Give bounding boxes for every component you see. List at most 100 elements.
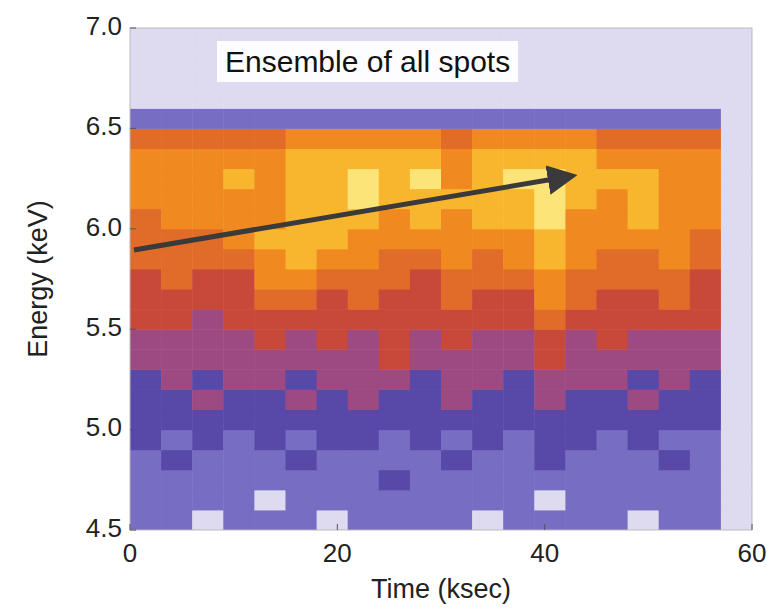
heat-cell — [597, 128, 629, 149]
heat-cell — [503, 329, 535, 350]
heat-cell — [410, 349, 442, 370]
heat-cell — [659, 209, 691, 230]
heat-cell — [628, 309, 660, 330]
heat-cell — [379, 169, 411, 190]
heat-cell — [597, 48, 629, 69]
heat-cell — [503, 189, 535, 210]
heat-cell — [659, 329, 691, 350]
heat-cell — [379, 289, 411, 310]
heat-cell — [161, 349, 193, 370]
heat-cell — [597, 490, 629, 511]
heat-cell — [286, 148, 318, 169]
heat-cell — [565, 28, 597, 49]
heat-cell — [161, 269, 193, 290]
heat-cell — [721, 410, 752, 431]
heat-cell — [192, 209, 224, 230]
heat-cell — [130, 490, 162, 511]
heat-cell — [317, 229, 349, 250]
heat-cell — [503, 289, 535, 310]
heat-cell — [659, 108, 691, 129]
heat-cell — [721, 470, 752, 491]
y-tick-label: 5.5 — [86, 312, 122, 342]
heat-cell — [317, 430, 349, 451]
heat-cell — [503, 510, 535, 530]
heat-cell — [192, 269, 224, 290]
heat-cell — [690, 28, 722, 49]
heat-cell — [721, 430, 752, 451]
heat-cell — [721, 450, 752, 471]
heat-cell — [472, 470, 504, 491]
heat-cell — [441, 349, 473, 370]
heat-cell — [659, 68, 691, 89]
heat-cell — [441, 470, 473, 491]
heat-cell — [597, 209, 629, 230]
x-tick — [544, 524, 545, 530]
heat-cell — [192, 389, 224, 410]
heat-cell — [286, 470, 318, 491]
heat-cell — [503, 430, 535, 451]
heat-cell — [690, 148, 722, 169]
heat-cell — [130, 209, 162, 230]
heat-cell — [317, 410, 349, 431]
heat-cell — [503, 209, 535, 230]
heat-cell — [721, 108, 752, 129]
heat-cell — [410, 108, 442, 129]
heat-cell — [628, 148, 660, 169]
heat-cell — [690, 68, 722, 89]
heat-cell — [161, 309, 193, 330]
heat-cell — [317, 369, 349, 390]
heat-cell — [161, 209, 193, 230]
heat-cell — [348, 269, 380, 290]
heat-cell — [534, 209, 566, 230]
heat-cell — [254, 510, 286, 530]
heat-cell — [410, 309, 442, 330]
heat-cell — [192, 369, 224, 390]
heat-cell — [659, 490, 691, 511]
heat-cell — [348, 470, 380, 491]
heat-cell — [503, 108, 535, 129]
heat-cell — [192, 189, 224, 210]
heat-cell — [192, 88, 224, 109]
heat-cell — [286, 88, 318, 109]
heat-cell — [348, 490, 380, 511]
heat-cell — [348, 249, 380, 270]
heat-cell — [410, 289, 442, 310]
heat-cell — [503, 410, 535, 431]
heat-cell — [597, 369, 629, 390]
heat-cell — [690, 369, 722, 390]
heat-cell — [348, 128, 380, 149]
heat-cell — [534, 410, 566, 431]
heat-cell — [379, 369, 411, 390]
heat-cell — [565, 430, 597, 451]
heat-cell — [472, 349, 504, 370]
heat-cell — [534, 88, 566, 109]
heat-cell — [628, 510, 660, 530]
heat-cell — [472, 229, 504, 250]
heat-cell — [161, 389, 193, 410]
heat-cell — [286, 430, 318, 451]
heat-cell — [192, 309, 224, 330]
heat-cell — [628, 329, 660, 350]
heat-cell — [565, 389, 597, 410]
heat-cell — [379, 88, 411, 109]
heat-cell — [690, 289, 722, 310]
heat-cell — [628, 249, 660, 270]
y-tick-label: 7.0 — [86, 11, 122, 41]
y-tick-label: 5.0 — [86, 412, 122, 442]
heat-cell — [348, 510, 380, 530]
heat-cell — [628, 229, 660, 250]
heat-cell — [254, 289, 286, 310]
heat-cell — [597, 329, 629, 350]
heat-cell — [534, 470, 566, 491]
heat-cell — [348, 108, 380, 129]
chart-title: Ensemble of all spots — [225, 45, 510, 78]
heat-cell — [597, 470, 629, 491]
heat-cell — [721, 249, 752, 270]
heat-cell — [721, 309, 752, 330]
heat-cell — [472, 249, 504, 270]
x-tick-label: 60 — [738, 538, 767, 568]
heat-cell — [130, 510, 162, 530]
heat-cell — [441, 450, 473, 471]
heat-cell — [286, 410, 318, 431]
heat-cell — [254, 148, 286, 169]
